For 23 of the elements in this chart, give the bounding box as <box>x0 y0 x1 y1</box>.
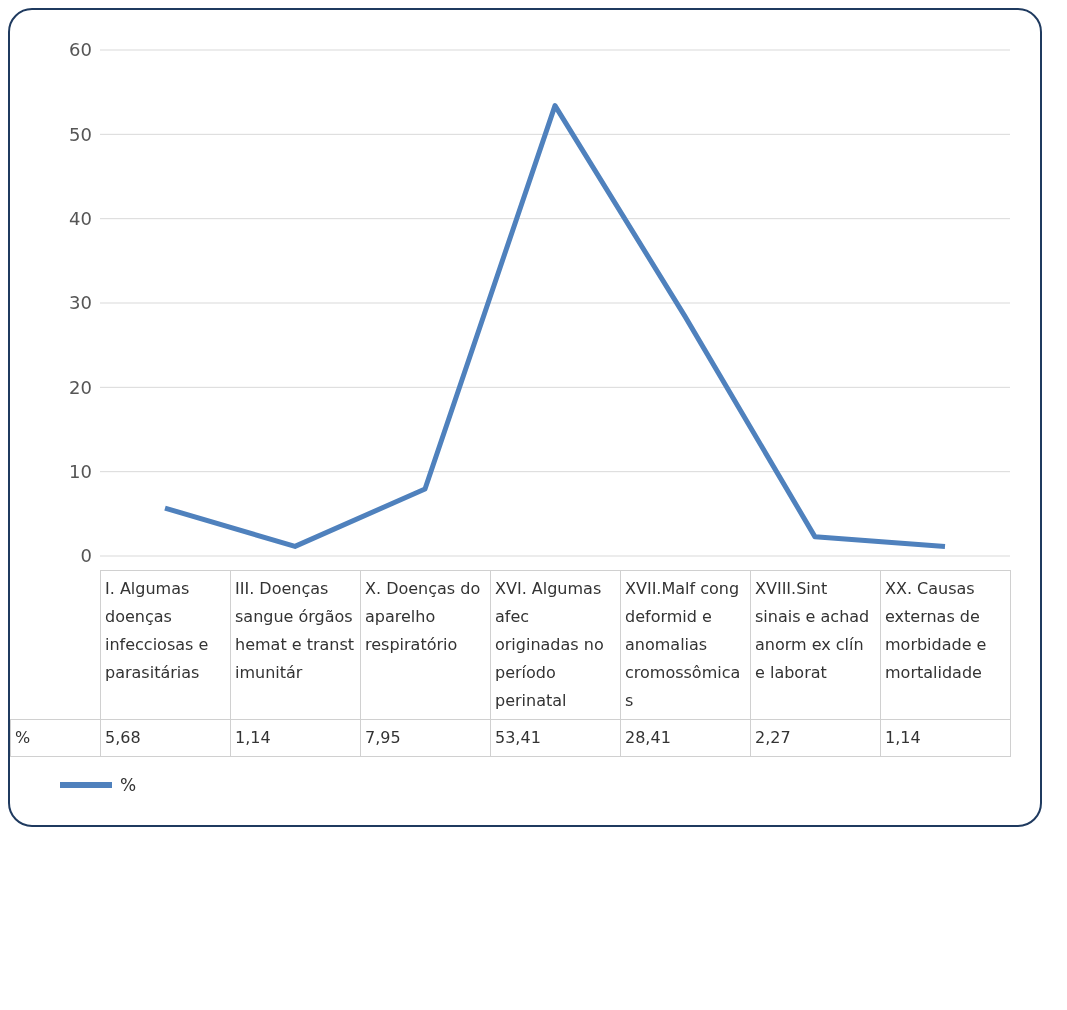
legend-label: % <box>120 775 137 795</box>
x-tick-label: III. Doenças sangue órgãos hemat e transt imunitár <box>230 570 361 720</box>
x-tick-label: X. Doenças do aparelho respiratório <box>360 570 491 720</box>
x-tick-label: XVII.Malf cong deformid e anomalias cromossômicas <box>620 570 751 720</box>
x-tick-label: XX. Causas externas de morbidade e mortalidade <box>880 570 1011 720</box>
x-tick-label: XVI. Algumas afec originadas no período perinatal <box>490 570 621 720</box>
y-tick-label: 40 <box>69 208 92 230</box>
data-label: 1,14 <box>230 719 361 757</box>
y-tick-label: 30 <box>69 292 92 314</box>
y-tick-label: 0 <box>80 545 92 567</box>
y-tick-label: 10 <box>69 461 92 483</box>
data-label: 53,41 <box>490 719 621 757</box>
data-label: 2,27 <box>750 719 881 757</box>
data-label: 1,14 <box>880 719 1011 757</box>
x-tick-label: XVIII.Sint sinais e achad anorm ex clín e laborat <box>750 570 881 720</box>
x-tick-label: I. Algumas doenças infecciosas e parasitárias <box>100 570 231 720</box>
y-tick-label: 50 <box>69 123 92 145</box>
data-label: 5,68 <box>100 719 231 757</box>
text: % <box>15 728 31 747</box>
data-label: 28,41 <box>620 719 751 757</box>
data-label: 7,95 <box>360 719 491 757</box>
y-tick-label: 60 <box>69 39 92 61</box>
y-tick-label: 20 <box>69 376 92 398</box>
